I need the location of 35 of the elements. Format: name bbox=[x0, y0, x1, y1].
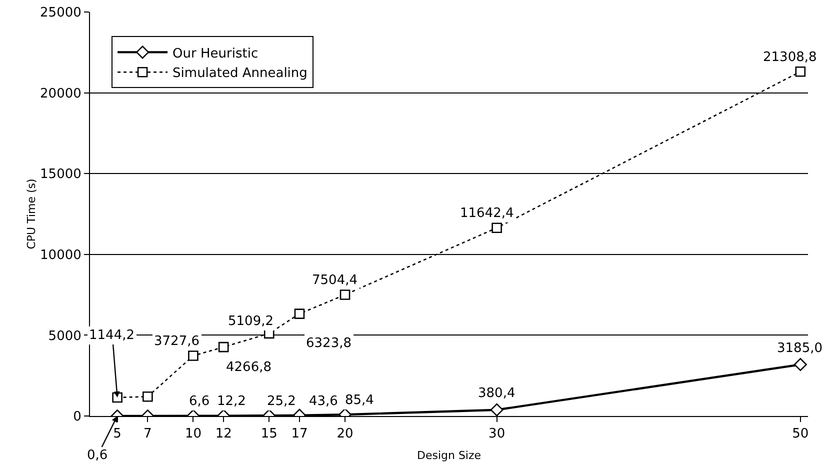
data-label: 6323,8 bbox=[306, 336, 352, 351]
y-tick-label: 20000 bbox=[40, 86, 82, 102]
y-tick-label: 15000 bbox=[40, 167, 82, 182]
data-label: 85,4 bbox=[345, 393, 374, 408]
x-tick-label: 7 bbox=[144, 426, 152, 442]
data-label: 0,6 bbox=[87, 448, 108, 463]
data-label: 11642,4 bbox=[460, 206, 514, 221]
data-label: 1144,2 bbox=[89, 328, 134, 343]
data-label: 3185,0 bbox=[777, 341, 822, 356]
x-tick-label: 20 bbox=[336, 426, 354, 442]
y-axis-title: CPU Time (s) bbox=[25, 178, 38, 250]
x-tick-label: 15 bbox=[260, 426, 278, 442]
legend-label: Our Heuristic bbox=[172, 46, 258, 62]
data-label: 4266,8 bbox=[226, 360, 272, 375]
data-label: 5109,2 bbox=[228, 314, 274, 329]
x-tick-label: 30 bbox=[488, 426, 506, 442]
data-label: 12,2 bbox=[217, 394, 246, 409]
data-label: 3727,6 bbox=[154, 334, 200, 349]
data-label: 7504,4 bbox=[312, 273, 358, 288]
x-tick-label: 5 bbox=[113, 426, 122, 442]
y-tick-label: 25000 bbox=[40, 6, 82, 21]
y-tick-label: 0 bbox=[73, 410, 82, 425]
data-label: 21308,8 bbox=[763, 50, 817, 65]
data-label: 25,2 bbox=[267, 394, 296, 409]
y-tick-label: 10000 bbox=[40, 248, 82, 263]
data-label: 380,4 bbox=[478, 386, 516, 401]
x-tick-label: 50 bbox=[792, 426, 809, 442]
data-label: 43,6 bbox=[309, 394, 338, 409]
data-label: 6,6 bbox=[189, 394, 210, 409]
y-tick-label: 5000 bbox=[48, 328, 82, 344]
x-tick-label: 12 bbox=[215, 426, 232, 442]
legend-label: Simulated Annealing bbox=[172, 66, 308, 82]
x-tick-label: 17 bbox=[291, 426, 308, 442]
x-tick-label: 10 bbox=[184, 426, 202, 442]
x-axis-title: Design Size bbox=[416, 449, 482, 462]
